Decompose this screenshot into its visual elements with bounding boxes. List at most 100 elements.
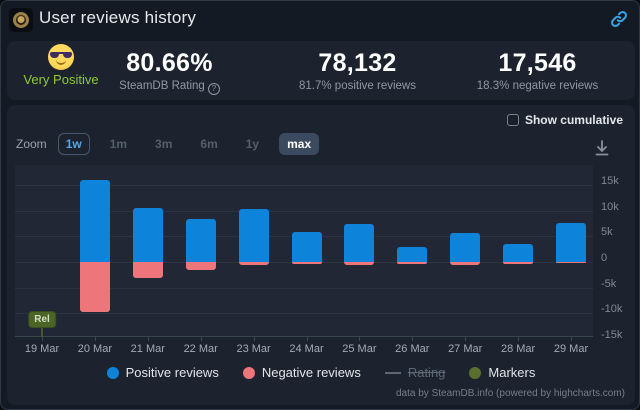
rating-label: SteamDB Rating?: [87, 80, 252, 95]
negative-bar-24-Mar[interactable]: [291, 262, 322, 265]
positive-label: 81.7% positive reviews: [299, 80, 416, 92]
negative-bar-27-Mar[interactable]: [450, 262, 481, 265]
positive-bar-24-Mar[interactable]: [291, 232, 322, 262]
x-axis-tick: [465, 337, 467, 341]
legend-item-rating[interactable]: Rating: [384, 365, 446, 380]
zoom-option-1w[interactable]: 1w: [57, 133, 90, 155]
show-cumulative-toggle[interactable]: Show cumulative: [506, 113, 623, 127]
download-chart-icon[interactable]: [593, 139, 611, 157]
x-axis-label: 20 Mar: [77, 343, 113, 355]
summary-label: Very Positive: [23, 72, 99, 87]
x-axis-label: 29 Mar: [553, 343, 589, 355]
x-axis-tick: [253, 337, 255, 341]
legend-dot-marker: [469, 366, 482, 379]
positive-bar-29-Mar[interactable]: [556, 222, 586, 262]
positive-bar-21-Mar[interactable]: [132, 207, 163, 262]
chart-plot-area: 19 Mar 20 Mar 21 Mar 22 Mar 23 Mar 24 Mar 25 M…: [15, 165, 593, 355]
y-axis-label: -5k: [601, 277, 617, 290]
gridline: [15, 287, 593, 289]
zoom-option-6m[interactable]: 6m: [200, 137, 218, 151]
sunglasses-emoji-icon: [48, 44, 74, 70]
x-axis-tick: [359, 337, 361, 341]
negative-bar-23-Mar[interactable]: [238, 262, 269, 266]
y-axis-label: -15k: [601, 329, 623, 342]
legend-label: Markers: [488, 365, 536, 380]
x-axis-tick: [42, 337, 43, 341]
negative-bar-20-Mar[interactable]: [79, 262, 110, 312]
positive-bar-20-Mar[interactable]: [79, 180, 110, 262]
x-axis-label: 19 Mar: [24, 343, 60, 355]
gridline: [15, 210, 593, 212]
y-axis-label: 0: [601, 252, 608, 264]
legend-label: Rating: [407, 365, 446, 380]
x-axis-tick: [200, 337, 202, 341]
legend-item-positive-reviews[interactable]: Positive reviews: [106, 365, 219, 380]
zoom-option-1m[interactable]: 1m: [109, 137, 128, 151]
show-cumulative-checkbox[interactable]: [506, 114, 519, 126]
y-axis-label: 15k: [601, 174, 619, 187]
release-marker-stem: [41, 327, 43, 337]
help-icon[interactable]: ?: [207, 83, 220, 95]
x-axis-tick: [147, 337, 149, 341]
app-logo-icon: [9, 8, 33, 32]
positive-total: 78,132 81.7% positive reviews: [265, 49, 450, 92]
release-marker[interactable]: Rel: [28, 311, 56, 328]
x-axis-label: 28 Mar: [500, 343, 536, 355]
gridline: [15, 184, 593, 186]
x-axis-tick: [412, 337, 414, 341]
x-axis-label: 26 Mar: [395, 343, 430, 355]
positive-bar-27-Mar[interactable]: [450, 232, 481, 262]
x-axis-label: 27 Mar: [448, 343, 483, 355]
positive-bar-23-Mar[interactable]: [238, 209, 269, 262]
steamdb-rating: 80.66% SteamDB Rating?: [87, 49, 252, 95]
negative-label: 18.3% negative reviews: [476, 80, 599, 92]
positive-bar-25-Mar[interactable]: [344, 223, 375, 262]
x-axis-label: 24 Mar: [289, 343, 324, 355]
zoom-option-3m[interactable]: 3m: [155, 137, 173, 151]
header: User reviews history: [1, 1, 639, 39]
negative-bar-29-Mar[interactable]: [556, 262, 586, 263]
negative-bar-28-Mar[interactable]: [503, 262, 534, 265]
permalink-icon[interactable]: [609, 9, 629, 29]
zoom-option-max[interactable]: max: [279, 133, 320, 155]
review-summary: Very Positive: [15, 44, 107, 87]
zoom-label: Zoom: [16, 137, 47, 151]
positive-bar-22-Mar[interactable]: [185, 218, 216, 262]
positive-value: 78,132: [318, 49, 397, 77]
gridline: [15, 313, 593, 315]
legend-dot-marker: [242, 366, 255, 379]
x-axis-label: 22 Mar: [183, 343, 218, 355]
zoom-controls: Zoom 1w 1m 3m 6m 1y max: [16, 133, 320, 155]
x-axis-label: 23 Mar: [236, 343, 271, 355]
negative-bar-26-Mar[interactable]: [397, 262, 428, 265]
page-title: User reviews history: [39, 8, 197, 27]
legend-item-markers[interactable]: Markers: [469, 365, 535, 380]
chart-legend: Positive reviews Negative reviews Rating Ma…: [7, 365, 635, 380]
positive-bar-28-Mar[interactable]: [503, 244, 534, 262]
legend-item-negative-reviews[interactable]: Negative reviews: [242, 365, 361, 380]
rating-value: 80.66%: [126, 49, 213, 77]
negative-bar-22-Mar[interactable]: [185, 262, 216, 271]
show-cumulative-label: Show cumulative: [524, 113, 623, 127]
negative-bar-25-Mar[interactable]: [344, 262, 375, 266]
legend-line-marker: [384, 371, 401, 374]
legend-dot-marker: [106, 366, 119, 379]
negative-total: 17,546 18.3% negative reviews: [445, 49, 630, 92]
x-axis-tick: [571, 337, 572, 341]
x-axis-tick: [518, 337, 520, 341]
chart-credits: data by SteamDB.info (powered by highcha…: [396, 388, 625, 399]
positive-bar-26-Mar[interactable]: [397, 247, 428, 262]
x-axis-tick: [306, 337, 308, 341]
legend-label: Negative reviews: [261, 365, 361, 380]
y-axis-label: 10k: [601, 200, 619, 213]
y-axis-label: 5k: [601, 226, 613, 239]
zoom-option-1y[interactable]: 1y: [245, 137, 260, 151]
x-axis-label: 25 Mar: [342, 343, 377, 355]
chart-card: Show cumulative Zoom 1w 1m 3m 6m 1y max 19 Ma…: [7, 105, 635, 405]
x-axis-label: 21 Mar: [130, 343, 165, 355]
x-axis-tick: [94, 337, 96, 341]
negative-bar-21-Mar[interactable]: [132, 262, 163, 279]
negative-value: 17,546: [498, 49, 577, 77]
stats-card: Very Positive 80.66% SteamDB Rating? 78,…: [7, 41, 635, 100]
